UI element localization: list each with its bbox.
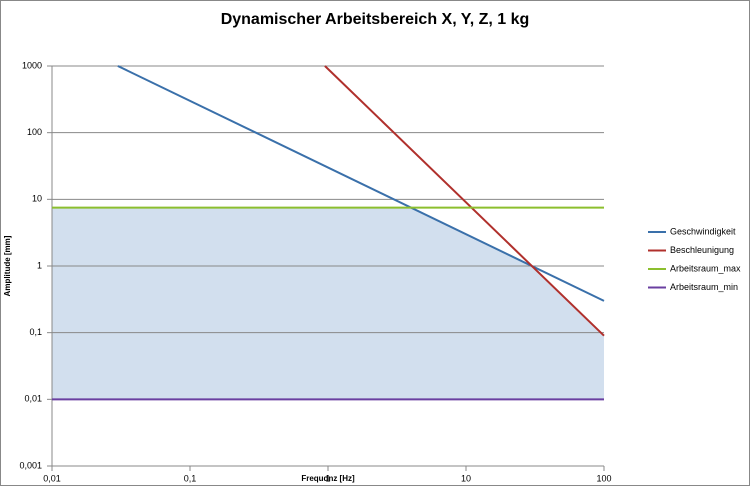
working-area	[52, 207, 604, 400]
x-tick-label: 100	[596, 473, 611, 483]
legend-label: Arbeitsraum_max	[670, 263, 741, 273]
y-tick-label: 1000	[22, 60, 42, 70]
series-line	[324, 65, 605, 337]
legend-label: Arbeitsraum_min	[670, 282, 738, 292]
y-tick-label: 100	[27, 127, 42, 137]
y-tick-label: 1	[37, 260, 42, 270]
x-tick-label: 0,01	[43, 473, 61, 483]
y-tick-label: 0,01	[24, 394, 42, 404]
series-line	[117, 65, 605, 302]
y-tick-label: 0,001	[19, 460, 42, 470]
legend-label: Geschwindigkeit	[670, 226, 736, 236]
y-tick-label: 0,1	[29, 327, 42, 337]
y-axis-title: Amplitude [mm]	[3, 235, 12, 296]
x-tick-label: 0,1	[184, 473, 197, 483]
legend-label: Beschleunigung	[670, 245, 734, 255]
y-tick-label: 10	[32, 194, 42, 204]
x-tick-label: 1	[325, 473, 330, 483]
chart-title: Dynamischer Arbeitsbereich X, Y, Z, 1 kg	[221, 11, 530, 28]
x-tick-label: 10	[461, 473, 471, 483]
x-axis-title: Frequdnz [Hz]	[301, 474, 355, 483]
